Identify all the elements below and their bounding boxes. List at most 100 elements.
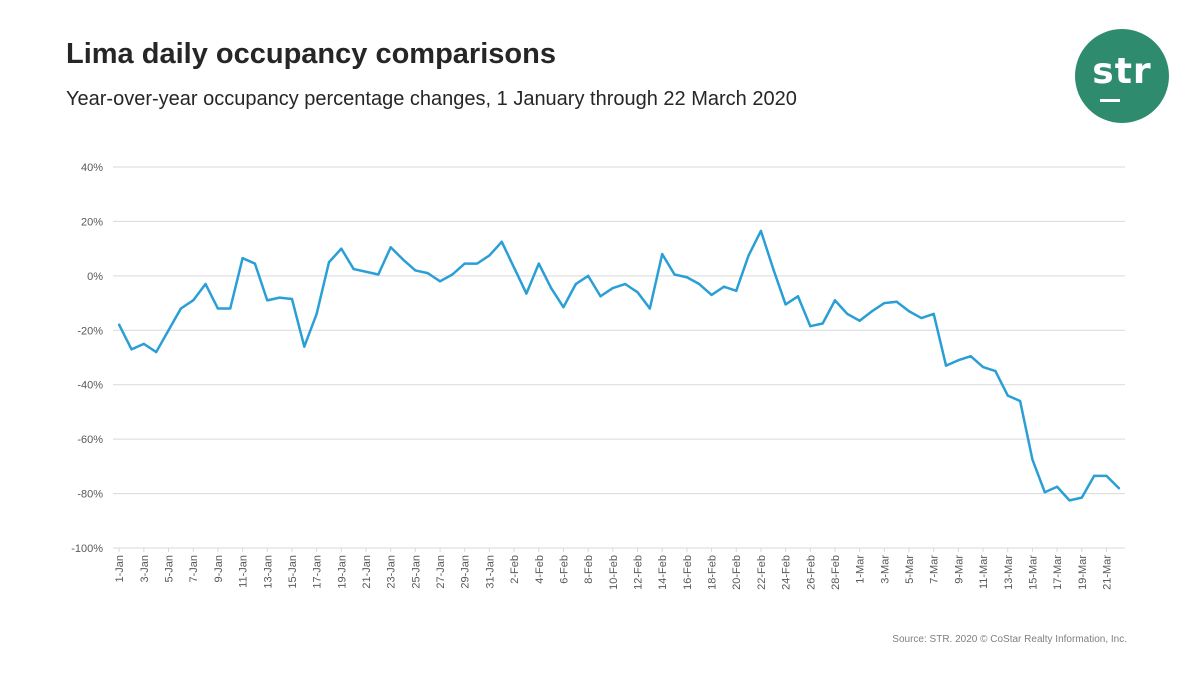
data-point <box>475 262 479 265</box>
data-point <box>500 240 503 244</box>
data-point <box>401 258 405 261</box>
data-point <box>290 297 294 301</box>
data-point <box>512 266 516 269</box>
data-point <box>1080 496 1084 499</box>
data-point <box>809 325 812 328</box>
x-tick-label: 20-Feb <box>731 555 743 590</box>
x-tick-label: 15-Mar <box>1027 555 1039 590</box>
data-point <box>315 312 318 316</box>
data-point <box>340 247 343 250</box>
x-tick-label: 17-Jan <box>312 555 324 589</box>
data-point <box>1068 499 1071 502</box>
x-tick-label: 9-Jan <box>213 555 225 583</box>
data-point <box>154 350 158 354</box>
y-tick-label: 0% <box>87 271 103 283</box>
x-tick-label: 7-Jan <box>188 555 200 583</box>
x-tick-label: 24-Feb <box>781 555 793 590</box>
data-point <box>858 319 861 322</box>
x-tick-label: 11-Mar <box>978 555 990 589</box>
x-tick-label: 9-Mar <box>953 555 965 584</box>
data-point <box>1105 474 1108 478</box>
data-point <box>179 307 183 310</box>
x-tick-label: 29-Jan <box>460 555 472 589</box>
x-tick-label: 1-Mar <box>855 555 867 584</box>
data-point <box>463 262 466 265</box>
data-point <box>883 301 886 305</box>
x-tick-label: 3-Mar <box>879 555 891 584</box>
x-tick-label: 16-Feb <box>682 555 694 590</box>
y-tick-label: 20% <box>81 216 103 228</box>
data-point <box>586 274 590 278</box>
data-point <box>130 348 133 351</box>
data-point <box>846 312 849 316</box>
data-point <box>574 282 578 286</box>
data-point <box>1006 394 1009 397</box>
x-tick-label: 5-Mar <box>904 555 916 584</box>
series-line <box>117 229 1121 502</box>
x-tick-label: 25-Jan <box>410 555 422 589</box>
x-tick-label: 6-Feb <box>558 555 570 584</box>
data-point <box>278 296 281 299</box>
data-point <box>204 282 207 286</box>
x-tick-label: 3-Jan <box>139 555 151 583</box>
x-tick-label: 23-Jan <box>386 555 398 589</box>
data-point <box>1117 486 1121 490</box>
x-tick-label: 8-Feb <box>583 555 595 584</box>
data-point <box>957 359 960 362</box>
x-tick-label: 21-Mar <box>1101 555 1113 590</box>
data-point <box>611 286 615 290</box>
x-tick-label: 5-Jan <box>164 555 176 583</box>
data-point <box>389 246 392 249</box>
data-point <box>142 342 146 346</box>
data-point <box>673 273 676 276</box>
data-point <box>1043 491 1046 494</box>
data-point <box>537 262 540 265</box>
data-point <box>377 273 380 276</box>
source-note: Source: STR. 2020 © CoStar Realty Inform… <box>892 634 1127 645</box>
y-tick-label: -20% <box>77 325 103 337</box>
x-tick-label: 18-Feb <box>707 555 719 590</box>
x-tick-label: 11-Jan <box>238 555 250 588</box>
data-point <box>1055 485 1059 488</box>
logo-underline <box>1100 99 1120 102</box>
data-point <box>932 312 935 316</box>
data-point <box>969 354 972 358</box>
x-tick-label: 21-Jan <box>361 555 373 589</box>
data-point <box>994 369 997 373</box>
data-point <box>981 365 985 369</box>
data-point <box>216 307 220 310</box>
data-point <box>167 329 170 332</box>
x-tick-label: 15-Jan <box>287 555 299 589</box>
x-tick-label: 12-Feb <box>633 555 645 590</box>
data-point <box>920 316 923 320</box>
data-point <box>623 282 627 286</box>
x-tick-label: 26-Feb <box>805 555 817 590</box>
x-tick-label: 28-Feb <box>830 555 842 590</box>
data-point <box>944 364 948 367</box>
data-point <box>735 289 738 293</box>
data-point <box>117 323 121 327</box>
y-tick-label: -80% <box>77 489 103 501</box>
data-point <box>796 295 800 298</box>
x-tick-label: 19-Jan <box>336 555 348 589</box>
x-tick-label: 14-Feb <box>657 555 669 590</box>
data-point <box>1018 399 1022 403</box>
data-point <box>364 270 368 273</box>
x-tick-label: 19-Mar <box>1077 555 1089 590</box>
data-point <box>698 282 701 286</box>
data-point <box>784 303 787 306</box>
data-point <box>759 229 763 233</box>
data-point <box>648 307 652 310</box>
x-tick-label: 27-Jan <box>435 555 447 589</box>
data-point <box>253 262 257 265</box>
data-point <box>451 273 454 276</box>
data-point <box>870 310 874 313</box>
data-point <box>907 310 911 313</box>
data-point <box>747 254 750 257</box>
data-point <box>562 305 565 309</box>
data-point <box>192 299 195 302</box>
data-point <box>895 300 898 303</box>
y-tick-label: -60% <box>77 434 103 446</box>
data-point <box>549 286 553 290</box>
